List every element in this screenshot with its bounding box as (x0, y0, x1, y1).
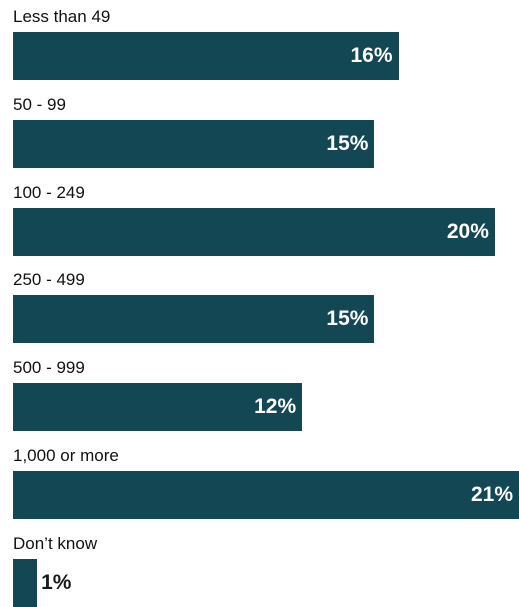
category-label: 250 - 499 (13, 270, 85, 290)
bar (13, 119, 375, 168)
bar (13, 295, 375, 344)
value-label: 15% (326, 131, 369, 155)
bar (13, 207, 495, 256)
bar (13, 471, 519, 519)
category-label: 100 - 249 (13, 182, 85, 202)
category-label: Don’t know (13, 533, 98, 553)
bar (13, 32, 399, 80)
category-label: 500 - 999 (13, 358, 85, 378)
value-label: 12% (254, 395, 297, 419)
value-label: 1% (41, 570, 72, 594)
value-label: 20% (446, 219, 489, 243)
value-label: 21% (470, 483, 513, 506)
category-label: 1,000 or more (13, 446, 119, 465)
bar (13, 383, 303, 432)
value-label: 15% (326, 307, 369, 331)
category-label: Less than 49 (13, 7, 111, 26)
value-label: 16% (350, 44, 393, 67)
bar (13, 558, 38, 607)
category-label: 50 - 99 (13, 94, 66, 114)
